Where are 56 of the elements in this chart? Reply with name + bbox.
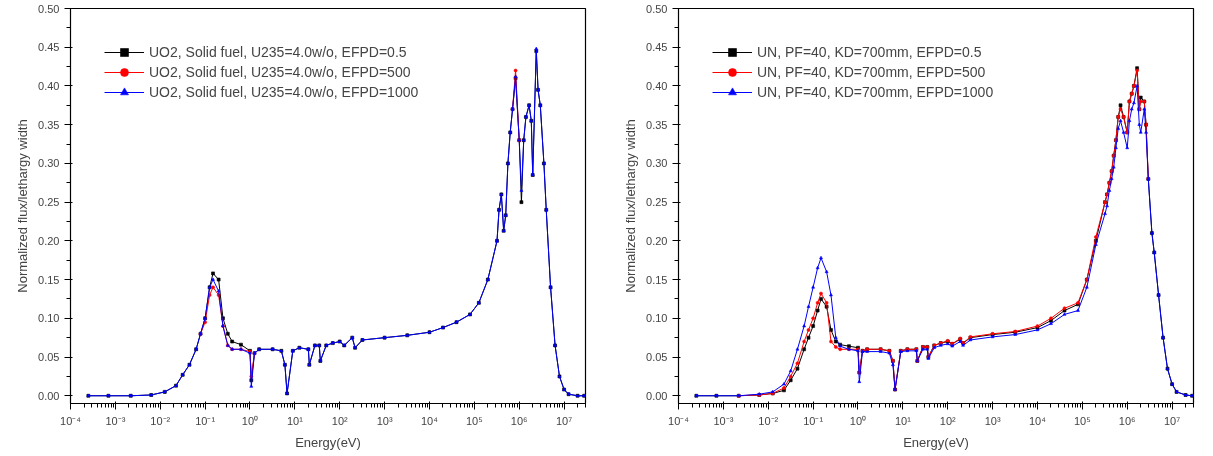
x-tick-label: 10⁻¹ [803, 414, 824, 427]
y-tick-label: 0.45 [646, 41, 668, 54]
y-tick-label: 0.15 [38, 273, 60, 286]
legend-label: UO2, Solid fuel, U235=4.0w/o, EFPD=1000 [149, 84, 419, 100]
x-tick-label: 10⁵ [465, 414, 483, 427]
x-tick-label: 10⁻² [150, 414, 171, 427]
x-tick-label: 10⁻¹ [195, 414, 216, 427]
y-axis-title: Normalized flux/lethargy width [623, 119, 639, 293]
legend-label: UO2, Solid fuel, U235=4.0w/o, EFPD=500 [149, 64, 411, 80]
y-tick-label: 0.50 [38, 2, 60, 15]
x-tick-label: 10⁴ [1028, 414, 1047, 427]
x-tick-label: 10² [939, 414, 957, 427]
x-tick-label: 10² [331, 414, 349, 427]
y-tick-label: 0.40 [38, 79, 60, 92]
y-tick-label: 0.10 [38, 312, 60, 325]
legend-label: UO2, Solid fuel, U235=4.0w/o, EFPD=0.5 [149, 44, 407, 60]
x-tick-label: 10⁷ [555, 414, 573, 427]
y-tick-label: 0.35 [646, 118, 668, 131]
x-tick-label: 10⁶ [510, 414, 528, 427]
x-axis-title: Energy(eV) [903, 434, 969, 450]
y-tick-label: 0.20 [38, 234, 60, 247]
x-tick-label: 10¹ [894, 414, 912, 427]
x-tick-label: 10⁶ [1118, 414, 1136, 427]
y-tick-label: 0.50 [646, 2, 668, 15]
y-tick-label: 0.15 [646, 273, 668, 286]
x-tick-label: 10³ [984, 414, 1001, 427]
x-tick-label: 10⁴ [420, 414, 439, 427]
x-tick-label: 10⁻⁴ [60, 414, 82, 427]
y-tick-label: 0.10 [646, 312, 668, 325]
y-tick-label: 0.35 [38, 118, 60, 131]
y-tick-label: 0.30 [646, 157, 668, 170]
x-tick-label: 10⁰ [241, 414, 259, 427]
x-tick-label: 10³ [376, 414, 393, 427]
x-tick-label: 10⁻³ [713, 414, 734, 427]
y-tick-label: 0.25 [38, 196, 60, 209]
y-tick-label: 0.45 [38, 41, 60, 54]
x-tick-label: 10⁰ [849, 414, 867, 427]
y-axis-title: Normalized flux/lethargy width [15, 119, 31, 293]
x-tick-label: 10⁵ [1073, 414, 1091, 427]
legend-label: UN, PF=40, KD=700mm, EFPD=500 [757, 64, 986, 80]
x-tick-label: 10⁻² [758, 414, 779, 427]
y-tick-label: 0.00 [38, 389, 60, 402]
x-tick-label: 10⁷ [1163, 414, 1181, 427]
x-tick-label: 10⁻³ [105, 414, 126, 427]
y-tick-label: 0.40 [646, 79, 668, 92]
y-tick-label: 0.20 [646, 234, 668, 247]
y-tick-label: 0.05 [646, 351, 668, 364]
x-axis-title: Energy(eV) [295, 434, 361, 450]
x-tick-label: 10¹ [286, 414, 304, 427]
y-tick-label: 0.05 [38, 351, 60, 364]
y-tick-label: 0.25 [646, 196, 668, 209]
legend-label: UN, PF=40, KD=700mm, EFPD=0.5 [757, 44, 982, 60]
y-tick-label: 0.00 [646, 389, 668, 402]
x-tick-label: 10⁻⁴ [668, 414, 690, 427]
legend-label: UN, PF=40, KD=700mm, EFPD=1000 [757, 84, 994, 100]
y-tick-label: 0.30 [38, 157, 60, 170]
